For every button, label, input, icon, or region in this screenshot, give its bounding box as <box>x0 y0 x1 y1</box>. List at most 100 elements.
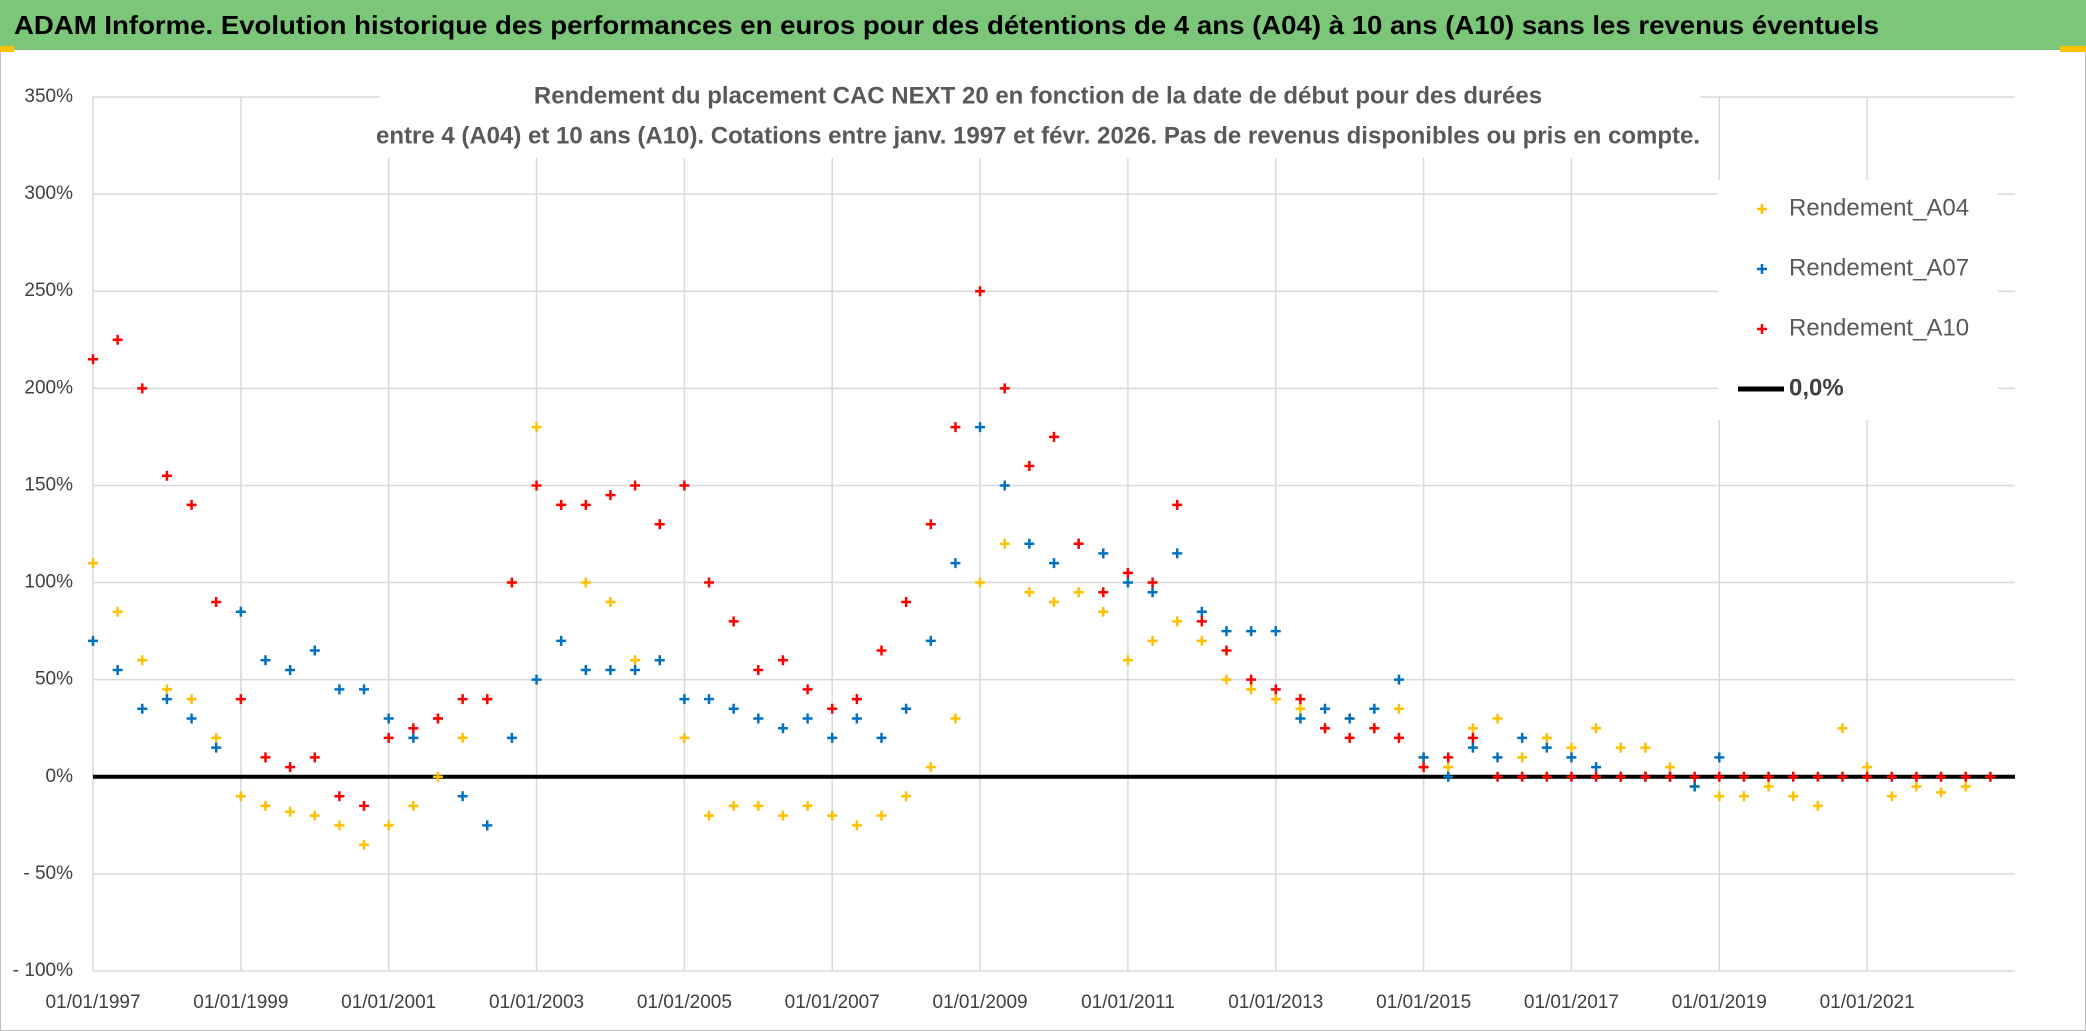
data-point <box>1591 723 1602 734</box>
data-point <box>359 839 370 850</box>
data-point <box>975 577 986 588</box>
header-title: ADAM Informe. Evolution historique des p… <box>14 10 1879 40</box>
data-point <box>1024 587 1035 598</box>
data-point <box>1492 752 1503 763</box>
data-point <box>211 742 222 753</box>
data-point <box>457 694 468 705</box>
data-point <box>802 713 813 724</box>
data-point <box>580 577 591 588</box>
data-point <box>827 810 838 821</box>
data-point <box>1665 771 1676 782</box>
data-point <box>679 732 690 743</box>
data-point <box>1172 616 1183 627</box>
data-point <box>432 771 443 782</box>
data-point <box>531 674 542 685</box>
data-point <box>605 490 616 501</box>
data-point <box>408 732 419 743</box>
data-point <box>1517 771 1528 782</box>
data-point <box>531 422 542 433</box>
data-point <box>1615 771 1626 782</box>
data-point <box>1344 732 1355 743</box>
data-point <box>1812 800 1823 811</box>
data-point <box>1467 742 1478 753</box>
data-point <box>679 480 690 491</box>
data-point <box>260 800 271 811</box>
data-point <box>1098 587 1109 598</box>
data-point <box>88 558 98 569</box>
data-point <box>1369 703 1380 714</box>
data-point <box>506 577 517 588</box>
data-point <box>1221 626 1232 637</box>
corner <box>0 46 14 52</box>
data-point <box>408 800 419 811</box>
data-point <box>137 383 148 394</box>
data-point <box>556 635 567 646</box>
data-point <box>112 664 123 675</box>
data-point <box>654 655 665 666</box>
data-point <box>161 470 172 481</box>
y-tick-label: - 50% <box>23 863 73 884</box>
data-point <box>876 732 887 743</box>
data-point <box>260 752 271 763</box>
data-point <box>235 694 246 705</box>
data-point <box>753 800 764 811</box>
data-point <box>211 596 222 607</box>
data-point <box>285 664 296 675</box>
data-point <box>1221 674 1232 685</box>
data-point <box>975 422 986 433</box>
data-point <box>1812 771 1823 782</box>
data-point <box>383 713 394 724</box>
data-point <box>161 684 172 695</box>
data-point <box>1492 771 1503 782</box>
y-tick-label: 300% <box>24 183 73 204</box>
data-point <box>1098 548 1109 559</box>
data-point <box>753 713 764 724</box>
data-point <box>1591 762 1602 773</box>
data-point <box>580 499 591 510</box>
data-point <box>408 723 419 734</box>
data-point <box>704 810 715 821</box>
y-tick-label: 0% <box>46 766 74 787</box>
data-point <box>1196 606 1207 617</box>
data-point <box>1886 771 1897 782</box>
data-point <box>802 684 813 695</box>
data-point <box>1714 791 1725 802</box>
data-point <box>1936 771 1947 782</box>
data-point <box>630 664 641 675</box>
data-point <box>1689 781 1700 792</box>
data-point <box>1221 645 1232 656</box>
data-point <box>1862 762 1873 773</box>
data-point <box>1172 548 1183 559</box>
data-point <box>1714 771 1725 782</box>
data-point <box>1024 538 1035 549</box>
y-tick-label: 250% <box>24 280 73 301</box>
legend-label: Rendement_A10 <box>1789 314 1969 341</box>
data-point <box>1689 771 1700 782</box>
data-point <box>1246 684 1257 695</box>
data-point <box>975 286 986 297</box>
data-point <box>728 703 739 714</box>
data-point <box>950 713 961 724</box>
data-point <box>1936 787 1947 798</box>
data-point <box>827 732 838 743</box>
data-point <box>679 694 690 705</box>
data-point <box>999 538 1010 549</box>
data-point <box>1073 538 1084 549</box>
data-point <box>777 723 788 734</box>
data-point <box>1492 713 1503 724</box>
data-point <box>827 703 838 714</box>
data-point <box>999 480 1010 491</box>
data-point <box>1911 781 1922 792</box>
data-point <box>1960 771 1971 782</box>
data-point <box>630 480 641 491</box>
data-point <box>1788 791 1799 802</box>
data-point <box>1467 723 1478 734</box>
data-point <box>1369 723 1380 734</box>
data-point <box>1886 791 1897 802</box>
data-point <box>1517 752 1528 763</box>
data-point <box>1640 742 1651 753</box>
data-point <box>901 791 912 802</box>
data-point <box>901 596 912 607</box>
legend-label: Rendement_A07 <box>1789 254 1969 281</box>
data-point <box>1418 762 1429 773</box>
